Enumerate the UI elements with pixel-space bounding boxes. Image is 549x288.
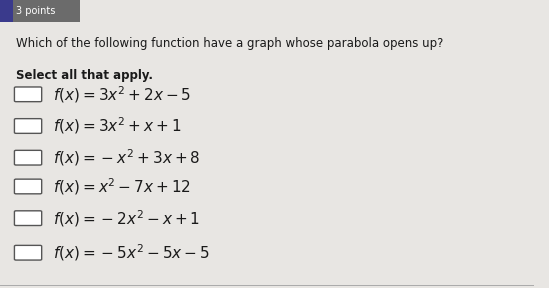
Text: $f(x) = -x^2 + 3x + 8$: $f(x) = -x^2 + 3x + 8$ [53, 147, 201, 168]
Text: $f(x) = -2x^2 - x + 1$: $f(x) = -2x^2 - x + 1$ [53, 208, 200, 228]
FancyBboxPatch shape [0, 0, 13, 22]
FancyBboxPatch shape [14, 245, 42, 260]
Text: $f(x) = -5x^2 - 5x - 5$: $f(x) = -5x^2 - 5x - 5$ [53, 242, 210, 263]
FancyBboxPatch shape [14, 150, 42, 165]
Text: $f(x) = x^2 - 7x + 12$: $f(x) = x^2 - 7x + 12$ [53, 176, 192, 197]
Text: Which of the following function have a graph whose parabola opens up?: Which of the following function have a g… [16, 37, 444, 50]
Text: $f(x) = 3x^2 + 2x - 5$: $f(x) = 3x^2 + 2x - 5$ [53, 84, 192, 105]
Text: Select all that apply.: Select all that apply. [16, 69, 153, 82]
FancyBboxPatch shape [14, 179, 42, 194]
FancyBboxPatch shape [14, 87, 42, 102]
FancyBboxPatch shape [14, 119, 42, 133]
FancyBboxPatch shape [14, 211, 42, 226]
Text: 3 points: 3 points [16, 6, 55, 16]
FancyBboxPatch shape [0, 0, 80, 22]
Text: $f(x) = 3x^2 + x + 1$: $f(x) = 3x^2 + x + 1$ [53, 116, 182, 136]
